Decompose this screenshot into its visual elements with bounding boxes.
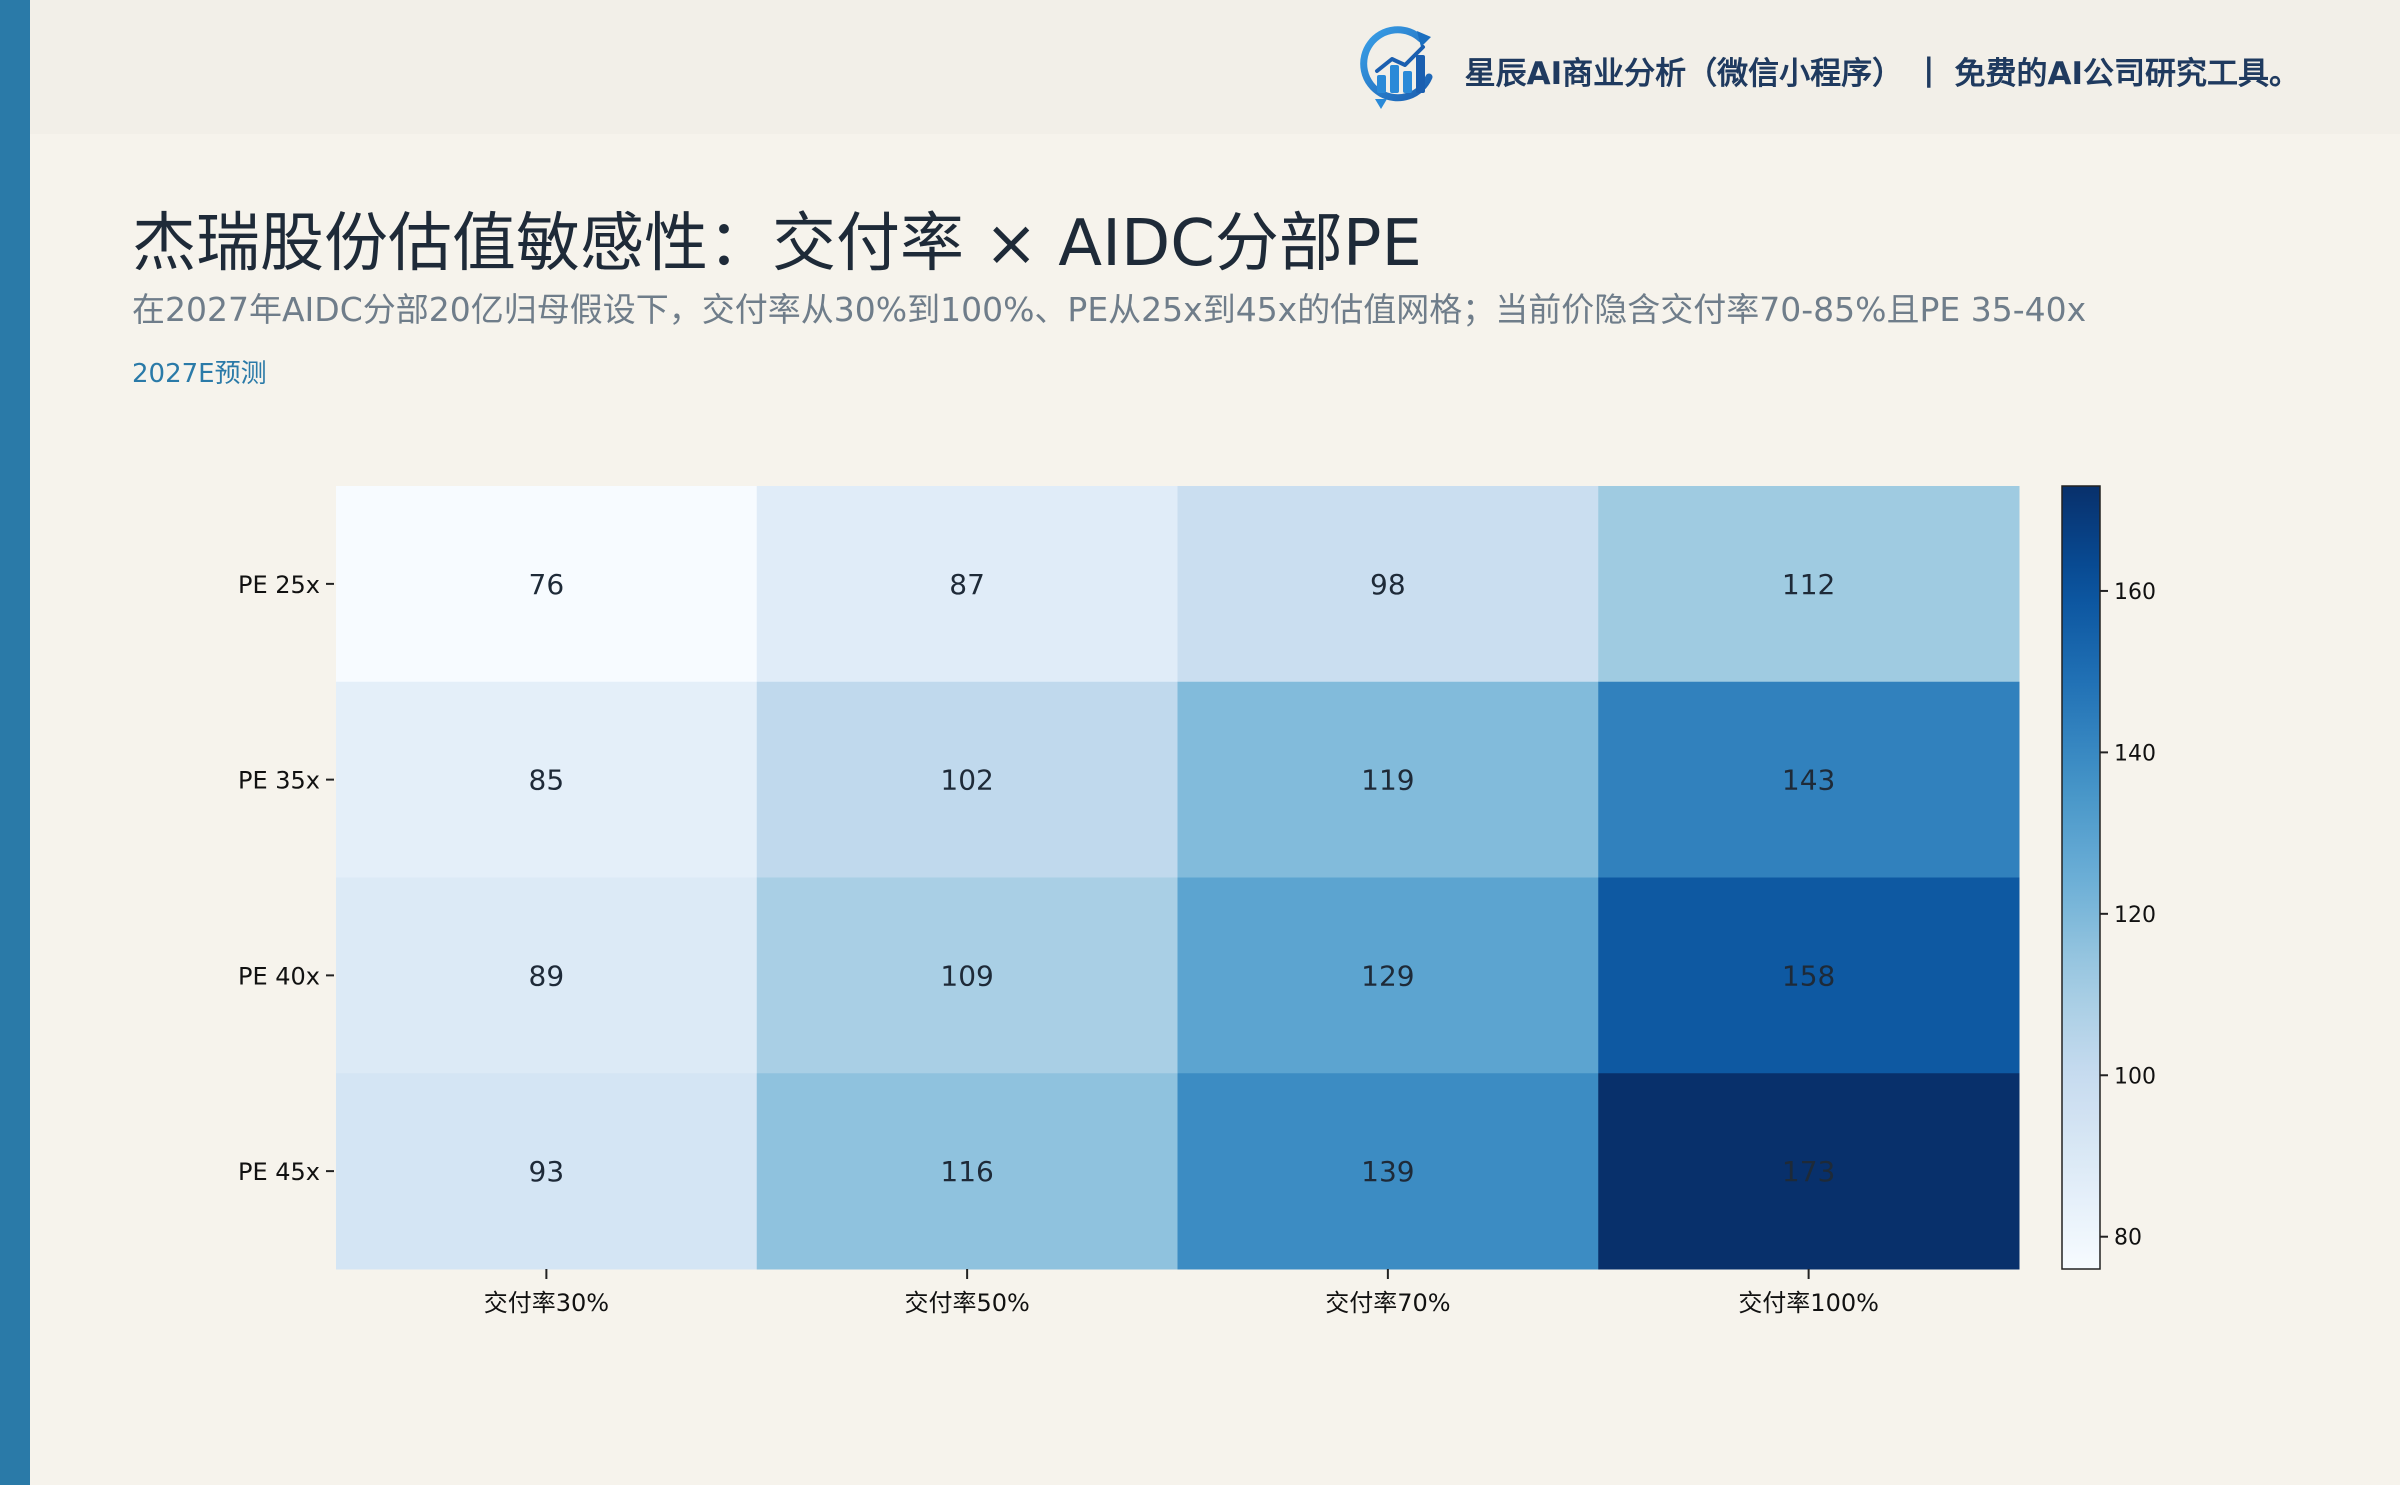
y-tick-label: PE 40x xyxy=(238,962,320,990)
heatmap-cell xyxy=(1598,877,2020,1074)
cell-value-label: 109 xyxy=(940,959,993,992)
cell-value-label: 85 xyxy=(529,764,565,797)
heatmap-cell xyxy=(336,877,758,1074)
colorbar-tick-label: 120 xyxy=(2114,903,2156,928)
bar-chart-growth-icon xyxy=(1359,26,1433,109)
heatmap-cell xyxy=(756,1073,1178,1270)
heatmap-cell xyxy=(1177,877,1599,1074)
heatmap-cell xyxy=(1598,1073,2020,1270)
x-tick-label: 交付率50% xyxy=(904,1289,1029,1317)
heatmap-cell xyxy=(1177,1073,1599,1270)
heatmap-cell xyxy=(336,681,758,878)
heatmap-cell xyxy=(1598,486,2020,683)
heatmap-cell xyxy=(756,877,1178,1074)
colorbar xyxy=(2061,485,2101,1270)
cell-value-label: 102 xyxy=(940,764,993,797)
y-tick-label: PE 25x xyxy=(238,571,320,599)
brand-separator: | xyxy=(1923,52,1935,88)
brand-tagline: 免费的AI公司研究工具。 xyxy=(1954,55,2300,92)
colorbar-tick-label: 160 xyxy=(2114,580,2156,605)
colorbar-tick-label: 100 xyxy=(2114,1064,2156,1089)
cell-value-label: 98 xyxy=(1370,568,1406,601)
header-band xyxy=(30,0,2400,134)
cell-value-label: 173 xyxy=(1782,1155,1835,1188)
cell-value-label: 129 xyxy=(1361,959,1414,992)
forecast-label: 2027E预测 xyxy=(132,359,267,389)
cell-value-label: 93 xyxy=(529,1155,565,1188)
heatmap-cell xyxy=(756,486,1178,683)
x-tick-label: 交付率100% xyxy=(1738,1289,1879,1317)
y-tick-label: PE 35x xyxy=(238,767,320,795)
heatmap-cell xyxy=(1598,681,2020,878)
heatmap-cell xyxy=(1177,681,1599,878)
page-subtitle: 在2027年AIDC分部20亿归母假设下，交付率从30%到100%、PE从25x… xyxy=(132,290,2087,329)
brand-name: 星辰AI商业分析（微信小程序） xyxy=(1464,55,1904,92)
x-tick-label: 交付率30% xyxy=(484,1289,609,1317)
cell-value-label: 76 xyxy=(529,568,565,601)
brand: 星辰AI商业分析（微信小程序） | 免费的AI公司研究工具。 xyxy=(1359,20,2300,120)
x-tick-label: 交付率70% xyxy=(1325,1289,1450,1317)
cell-value-label: 89 xyxy=(529,959,565,992)
heatmap-cell xyxy=(756,681,1178,878)
y-tick-label: PE 45x xyxy=(238,1158,320,1186)
cell-value-label: 87 xyxy=(949,568,985,601)
cell-value-label: 116 xyxy=(940,1155,993,1188)
cell-value-label: 158 xyxy=(1782,959,1835,992)
page-title: 杰瑞股份估值敏感性：交付率 × AIDC分部PE xyxy=(132,207,1422,281)
cell-value-label: 112 xyxy=(1782,568,1835,601)
heatmap-cell xyxy=(336,486,758,683)
heatmap-cell xyxy=(336,1073,758,1270)
heatmap-cell xyxy=(1177,486,1599,683)
left-accent-bar xyxy=(0,0,30,1485)
cell-value-label: 143 xyxy=(1782,764,1835,797)
cell-value-label: 139 xyxy=(1361,1155,1414,1188)
cell-value-label: 119 xyxy=(1361,764,1414,797)
colorbar-tick-label: 140 xyxy=(2114,741,2156,766)
colorbar-tick-label: 80 xyxy=(2114,1226,2142,1251)
